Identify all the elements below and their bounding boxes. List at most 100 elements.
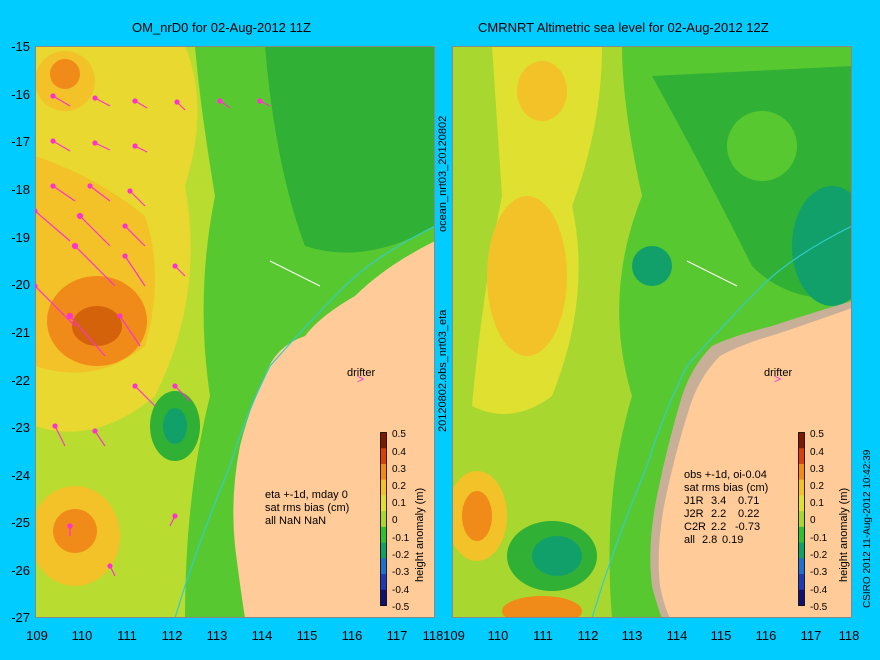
x-tick-label: 109: [26, 628, 48, 643]
x-tick-label: 117: [800, 628, 822, 643]
current-line: [174, 225, 435, 618]
sat-name: all: [684, 534, 695, 546]
x-tick-label: 117: [386, 628, 408, 643]
sw-high-core: [53, 509, 97, 553]
map-frame: [452, 46, 852, 618]
velocity-arrow: [124, 255, 146, 287]
x-tick-label: 110: [487, 628, 509, 643]
colorbar-tick: 0.3: [392, 464, 406, 475]
current-arrows: [35, 93, 271, 577]
arrow-tail: [35, 283, 38, 289]
arrow-tail: [117, 313, 123, 319]
map-frame: [35, 46, 435, 618]
y-tick-label: -18: [11, 182, 30, 197]
stats-line: obs +-1d, oi-0.04: [684, 469, 767, 481]
arrow-tail: [87, 183, 93, 189]
drifter-marker-icon: >: [774, 372, 781, 386]
arrow-tail: [172, 513, 178, 519]
colorbar-swatch: [380, 511, 387, 528]
high-center: [72, 306, 122, 346]
x-tick-label: 112: [161, 628, 183, 643]
velocity-arrow: [174, 385, 191, 402]
left-colorbar: 0.5 0.4 0.3 0.2 0.1 0 -0.1 -0.2 -0.3 -0.…: [380, 429, 410, 613]
left-map-title: OM_nrD0 for 02-Aug-2012 11Z: [132, 20, 311, 35]
sat-bias: 0.71: [738, 495, 759, 507]
velocity-arrow: [52, 140, 71, 152]
colorbar-tick: 0.5: [392, 429, 406, 440]
stats-block: obs +-1d, oi-0.04 sat rms bias (cm) J1R 3…: [684, 469, 768, 546]
arrow-tail: [257, 98, 263, 104]
colorbar-tick: -0.5: [392, 602, 410, 613]
colorbar-tick: 0.4: [810, 447, 824, 458]
arrow-tail: [67, 523, 73, 529]
colorbar-tick: -0.5: [810, 602, 828, 613]
colorbar-swatch: [380, 479, 387, 496]
stats-line: eta +-1d, mday 0: [265, 489, 348, 501]
stats-line: sat rms bias (cm): [265, 502, 349, 514]
velocity-arrow: [94, 97, 111, 107]
colorbar-swatch: [380, 448, 387, 465]
arrow-tail: [92, 140, 98, 146]
colorbar-label: height anomaly (m): [838, 487, 850, 582]
stats-row: J1R 3.4 0.71: [684, 495, 759, 507]
velocity-arrow: [35, 210, 71, 242]
arrow-tail: [132, 383, 138, 389]
sw-high-core: [462, 491, 492, 541]
colorbar-swatch: [798, 574, 805, 591]
sat-rms: 2.2: [711, 508, 726, 520]
current-line: [591, 225, 852, 618]
credit-text: CSIRO 2012 11-Aug-2012 10:42:39: [862, 449, 873, 608]
arrow-tail: [127, 188, 133, 194]
sat-name: C2R: [684, 521, 706, 533]
colorbar-swatch: [380, 589, 387, 606]
colorbar-tick: 0.5: [810, 429, 824, 440]
colorbar-swatch: [380, 574, 387, 591]
colorbar-swatch: [798, 432, 805, 449]
velocity-arrow: [54, 425, 66, 447]
stats-line: all NaN NaN: [265, 515, 326, 527]
section-line: [686, 260, 738, 287]
velocity-arrow: [69, 315, 106, 357]
run-id-label: 20120802.obs_nrt03_eta: [437, 309, 449, 432]
x-tick-label: 114: [251, 628, 273, 643]
y-tick-label: -25: [11, 515, 30, 530]
left-map[interactable]: drifter > eta +-1d, mday 0 sat rms bias …: [35, 46, 435, 618]
y-tick-label: -20: [11, 277, 30, 292]
colorbar-swatches: [380, 432, 387, 606]
arrow-tail: [174, 99, 180, 105]
velocity-arrow: [79, 215, 111, 247]
colorbar-frame: [798, 432, 805, 606]
arrow-tail: [132, 98, 138, 104]
drifter-label: drifter: [347, 367, 375, 379]
section-line: [269, 260, 321, 287]
sat-rms: 3.4: [711, 495, 726, 507]
arrow-tail: [122, 253, 128, 259]
central-low: [632, 246, 672, 286]
colorbar-tick: -0.3: [810, 567, 828, 578]
arrow-tail: [217, 98, 223, 104]
y-tick-label: -24: [11, 468, 30, 483]
arrow-tail: [172, 383, 178, 389]
sat-rms: 2.8: [702, 534, 717, 546]
colorbar-frame: [380, 432, 387, 606]
north-high: [517, 61, 567, 121]
eddy-ring: [727, 111, 797, 181]
colorbar-swatch: [798, 589, 805, 606]
colorbar-tick: 0.2: [392, 481, 406, 492]
y-tick-label: -23: [11, 420, 30, 435]
colorbar-tick: 0.1: [810, 498, 824, 509]
right-map[interactable]: drifter > obs +-1d, oi-0.04 sat rms bias…: [452, 46, 852, 618]
y-tick-label: -26: [11, 563, 30, 578]
sw-low-core: [532, 536, 582, 576]
colorbar-ticks: 0.5 0.4 0.3 0.2 0.1 0 -0.1 -0.2 -0.3 -0.…: [392, 429, 410, 613]
colorbar-swatch: [380, 526, 387, 543]
orange-region: [487, 196, 567, 356]
sat-bias: -0.73: [735, 521, 760, 533]
colorbar-tick: 0.1: [392, 498, 406, 509]
y-tick-label: -15: [11, 39, 30, 54]
velocity-arrow: [129, 190, 146, 207]
colorbar-swatch: [380, 432, 387, 449]
x-tick-label: 109: [443, 628, 465, 643]
arrow-tail: [66, 312, 74, 320]
low-east: [792, 186, 852, 306]
